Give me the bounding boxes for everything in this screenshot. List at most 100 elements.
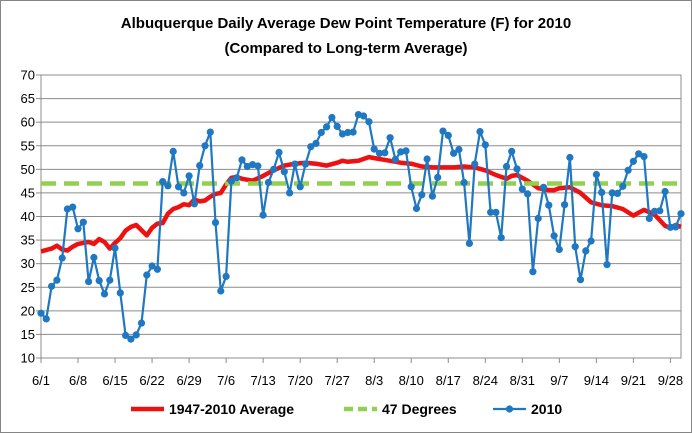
- data-point: [571, 243, 579, 251]
- data-point: [529, 268, 537, 276]
- data-point: [37, 309, 45, 317]
- data-point: [444, 131, 452, 139]
- data-point: [132, 331, 140, 339]
- data-point: [286, 189, 294, 197]
- data-point: [608, 189, 616, 197]
- data-point: [137, 319, 146, 327]
- data-point: [661, 187, 669, 196]
- x-tick-label: 7/20: [288, 373, 313, 388]
- data-point: [407, 183, 415, 191]
- x-tick-label: 7/13: [250, 373, 275, 388]
- data-point: [69, 203, 77, 211]
- data-point: [190, 200, 198, 208]
- data-point: [651, 207, 659, 215]
- data-point: [42, 315, 50, 323]
- data-point: [122, 331, 130, 339]
- data-point: [280, 168, 288, 176]
- data-point: [471, 160, 479, 168]
- data-point: [85, 278, 93, 286]
- data-point: [518, 185, 526, 193]
- data-point: [153, 265, 161, 273]
- data-point: [100, 290, 109, 298]
- data-point: [169, 147, 177, 155]
- y-tick-label: 60: [21, 115, 35, 130]
- data-point: [603, 261, 611, 269]
- data-point: [270, 165, 278, 173]
- data-point: [450, 149, 458, 157]
- data-point: [487, 208, 495, 216]
- data-point: [127, 335, 135, 343]
- data-point: [386, 134, 394, 142]
- data-point: [360, 112, 368, 120]
- x-tick-label: 8/3: [365, 373, 383, 388]
- data-point: [534, 214, 542, 222]
- data-point: [238, 156, 246, 164]
- data-point: [180, 189, 188, 197]
- data-point: [524, 190, 532, 198]
- data-point: [502, 162, 511, 171]
- chart-subtitle: (Compared to Long-term Average): [224, 40, 467, 57]
- x-tick-label: 9/28: [658, 373, 683, 388]
- axes: 10 15 20 25 30 35 40 45 50 55 60 65 70 6/1 6/8 6/15 6/22…: [21, 68, 684, 389]
- data-point: [455, 145, 463, 154]
- data-point: [677, 210, 685, 218]
- data-point: [481, 141, 489, 149]
- data-point: [296, 183, 304, 191]
- data-point: [148, 262, 156, 270]
- legend-label-2010: 2010: [531, 401, 562, 417]
- data-point: [344, 128, 352, 137]
- data-point: [370, 145, 378, 153]
- data-point: [312, 139, 320, 147]
- data-point: [74, 225, 82, 233]
- data-point: [592, 170, 601, 179]
- data-point: [656, 207, 664, 215]
- data-point: [497, 234, 505, 242]
- data-point: [624, 166, 632, 174]
- data-point: [95, 277, 103, 285]
- data-point: [434, 173, 442, 181]
- data-point: [508, 147, 516, 155]
- data-point: [291, 160, 299, 168]
- data-point: [576, 276, 585, 284]
- data-point: [418, 191, 426, 199]
- legend-label-1947-2010-average: 1947-2010 Average: [169, 401, 294, 417]
- data-point: [201, 142, 209, 150]
- data-point: [159, 178, 167, 186]
- x-tick-label: 6/22: [139, 373, 164, 388]
- data-point: [259, 211, 267, 219]
- data-point: [629, 157, 638, 165]
- chart-title: Albuquerque Daily Average Dew Point Temp…: [121, 15, 571, 32]
- data-point: [48, 282, 56, 290]
- data-point: [476, 128, 484, 136]
- data-point: [672, 223, 680, 231]
- x-tick-label: 7/27: [325, 373, 350, 388]
- data-point: [333, 122, 341, 130]
- data-point: [211, 219, 220, 227]
- data-point: [254, 162, 262, 170]
- data-point: [645, 214, 653, 222]
- data-point: [666, 223, 675, 231]
- data-point: [550, 232, 558, 240]
- x-tick-label: 7/6: [217, 373, 235, 388]
- data-point: [323, 123, 331, 131]
- y-tick-label: 35: [21, 233, 35, 248]
- y-tick-label: 30: [21, 256, 35, 271]
- data-point: [275, 148, 283, 156]
- data-point: [143, 271, 151, 279]
- data-point: [598, 188, 606, 196]
- data-point: [106, 276, 114, 284]
- x-tick-label: 8/24: [473, 373, 498, 388]
- data-point: [301, 160, 310, 168]
- data-point: [53, 276, 61, 284]
- data-point: [439, 127, 447, 135]
- x-tick-label: 8/31: [510, 373, 535, 388]
- data-point: [492, 208, 500, 216]
- y-tick-label: 25: [21, 280, 35, 295]
- x-tick-label: 9/21: [621, 373, 646, 388]
- data-point: [317, 128, 325, 137]
- data-point: [423, 155, 431, 163]
- data-point: [164, 182, 172, 190]
- y-tick-label: 65: [21, 91, 35, 106]
